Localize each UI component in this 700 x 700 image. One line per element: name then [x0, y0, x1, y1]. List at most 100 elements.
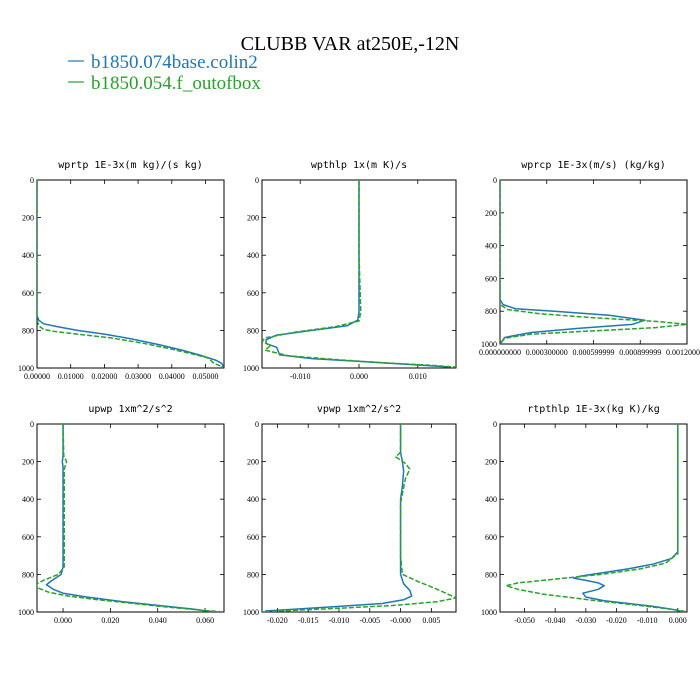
series-line-1 [37, 180, 224, 368]
panel-title: vpwp 1xm^2/s^2 [317, 404, 401, 415]
x-tick-label: 0.000599999 [573, 348, 615, 357]
y-tick-label: 600 [485, 274, 497, 283]
x-tick-label: 0.01000 [58, 372, 84, 381]
y-tick-label: 400 [247, 495, 259, 504]
y-tick-label: 400 [22, 251, 34, 260]
x-tick-label: 0.000300000 [526, 348, 568, 357]
series-line-1 [45, 424, 215, 612]
y-tick-label: 0 [30, 420, 34, 429]
panel-3: wprcp 1E-3x(m/s) (kg/kg) 0 200 400 600 800 100… [479, 160, 700, 357]
legend-label-2: b1850.054.f_outofbox [91, 73, 261, 94]
y-tick-label: 600 [247, 533, 259, 542]
series-line-1 [265, 180, 451, 368]
x-tick-label: 0.03000 [125, 372, 151, 381]
panel-4: upwp 1xm^2/s^2 0 200 400 600 800 1000 0.000 0.02… [18, 404, 225, 625]
y-tick-label: 800 [22, 570, 34, 579]
y-tick-label: 400 [247, 251, 259, 260]
x-tick-label: 0.04000 [159, 372, 185, 381]
legend-label-1: b1850.074base.colin2 [91, 52, 258, 73]
y-tick-label: 1000 [243, 608, 259, 617]
y-tick-label: 0 [255, 420, 259, 429]
panel-title: wprcp 1E-3x(m/s) (kg/kg) [521, 160, 666, 171]
y-tick-label: 200 [22, 458, 34, 467]
y-tick-label: 600 [22, 533, 34, 542]
figure-title: CLUBB VAR at250E,-12N [241, 33, 460, 55]
y-tick-label: 200 [485, 458, 497, 467]
x-tick-label: 0.05000 [192, 372, 218, 381]
panel-1: wprtp 1E-3x(m kg)/(s kg) 0 200 400 600 800 100… [18, 160, 225, 381]
x-tick-label: -0.020 [606, 616, 627, 625]
panel-2: wpthlp 1x(m K)/s 0 200 400 600 800 1000 -0.010 0… [243, 160, 457, 381]
x-tick-label: 0.010 [409, 372, 427, 381]
axes-frame [36, 179, 225, 369]
y-tick-label: 600 [485, 533, 497, 542]
x-tick-label: -0.010 [290, 372, 311, 381]
y-tick-label: 200 [247, 458, 259, 467]
y-tick-label: 1000 [481, 608, 497, 617]
x-tick-label: 0.000000000 [479, 348, 521, 357]
y-tick-label: 0 [30, 176, 34, 185]
y-tick-label: 0 [493, 420, 497, 429]
x-tick-label: 0.02000 [91, 372, 117, 381]
legend: b1850.074base.colin2 b1850.054.f_outofbo… [68, 52, 261, 94]
x-tick-label: 0.001200000 [666, 348, 700, 357]
x-tick-label: -0.040 [545, 616, 566, 625]
y-tick-label: 200 [485, 209, 497, 218]
series-line-2 [37, 180, 224, 368]
y-tick-label: 0 [255, 176, 259, 185]
y-tick-label: 200 [22, 214, 34, 223]
y-tick-label: 600 [22, 289, 34, 298]
axes-frame [36, 423, 225, 613]
series-line-1 [572, 424, 685, 612]
panel-6: rtpthlp 1E-3x(kg K)/kg 0 200 400 600 800 1000 -… [481, 404, 688, 625]
y-tick-label: 800 [22, 326, 34, 335]
y-tick-label: 400 [485, 495, 497, 504]
axes-frame [499, 423, 688, 613]
x-tick-label: -0.010 [329, 616, 350, 625]
panel-5: vpwp 1xm^2/s^2 0 200 400 600 800 1000 -0.020 -0.… [243, 404, 457, 625]
y-tick-label: 200 [247, 214, 259, 223]
y-tick-label: 400 [485, 242, 497, 251]
y-tick-label: 600 [247, 289, 259, 298]
series-line-1 [265, 424, 413, 612]
x-tick-label: 0.005 [422, 616, 440, 625]
x-tick-label: 0.000899999 [619, 348, 661, 357]
y-tick-label: 1000 [18, 608, 34, 617]
series-line-2 [37, 424, 224, 612]
y-tick-label: 800 [485, 307, 497, 316]
x-tick-label: -0.005 [359, 616, 380, 625]
series-line-1 [500, 180, 646, 344]
y-tick-label: 1000 [18, 364, 34, 373]
x-tick-label: -0.020 [267, 616, 288, 625]
x-tick-label: 0.000 [669, 616, 687, 625]
x-tick-label: -0.015 [298, 616, 319, 625]
panel-title: wpthlp 1x(m K)/s [311, 160, 407, 171]
series-line-2 [500, 180, 687, 344]
series-line-2 [262, 180, 456, 368]
x-tick-label: 0.000 [54, 616, 72, 625]
series-line-2 [505, 424, 687, 612]
y-tick-label: 0 [493, 176, 497, 185]
panel-title: rtpthlp 1E-3x(kg K)/kg [527, 404, 659, 415]
x-tick-label: -0.050 [514, 616, 535, 625]
x-tick-label: -0.010 [637, 616, 658, 625]
x-tick-label: 0.00000 [24, 372, 50, 381]
y-tick-label: 1000 [481, 340, 497, 349]
y-tick-label: 800 [247, 326, 259, 335]
axes-frame [499, 179, 688, 345]
x-tick-label: 0.020 [101, 616, 119, 625]
axes-frame [261, 423, 457, 613]
series-line-2 [262, 424, 456, 612]
panel-title: wprtp 1E-3x(m kg)/(s kg) [58, 160, 203, 171]
y-tick-label: 400 [22, 495, 34, 504]
x-tick-label: 0.060 [196, 616, 214, 625]
x-tick-label: 0.000 [350, 372, 368, 381]
x-tick-label: -0.030 [576, 616, 597, 625]
x-tick-label: -0.000 [390, 616, 411, 625]
y-tick-label: 800 [247, 570, 259, 579]
x-tick-label: 0.040 [149, 616, 167, 625]
panel-title: upwp 1xm^2/s^2 [88, 404, 172, 415]
y-tick-label: 1000 [243, 364, 259, 373]
y-tick-label: 800 [485, 570, 497, 579]
